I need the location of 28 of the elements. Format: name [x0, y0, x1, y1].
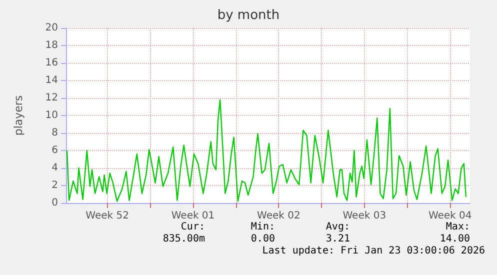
line-series: [66, 99, 467, 202]
y-tick-label: 20: [45, 22, 58, 34]
y-tick-label: 14: [45, 75, 58, 86]
y-tick-label: 18: [45, 40, 58, 51]
text: Max:: [446, 222, 470, 232]
y-tick-label: 12: [45, 92, 58, 104]
x-tick-label: Week 01: [171, 210, 215, 222]
y-tick-label: 2: [52, 180, 58, 191]
y-tick-label: 16: [45, 58, 58, 68]
x-tick-label: Week 04: [428, 210, 472, 222]
text: 0.00: [250, 234, 275, 244]
x-tick-label: Week 02: [257, 210, 300, 222]
x-tick-label: Week 03: [342, 210, 386, 222]
text: Min:: [250, 222, 275, 232]
text: Last update: Fri Jan 23 03:00:06 2026: [262, 246, 486, 256]
y-tick-label: 0: [52, 198, 58, 208]
y-tick-label: 6: [52, 145, 58, 156]
x-tick-label: Week 52: [86, 210, 129, 222]
y-tick-label: 8: [52, 128, 58, 138]
text: Cur:: [180, 222, 205, 232]
text: Avg:: [326, 222, 350, 232]
chart-title: by month: [217, 8, 280, 23]
y-tick-label: 10: [45, 110, 58, 121]
text: 3.21: [326, 234, 350, 244]
y-tick-label: 4: [52, 162, 58, 174]
y-axis-title: players: [12, 95, 25, 136]
text: 14.00: [440, 234, 470, 244]
text: 835.00m: [162, 234, 205, 244]
